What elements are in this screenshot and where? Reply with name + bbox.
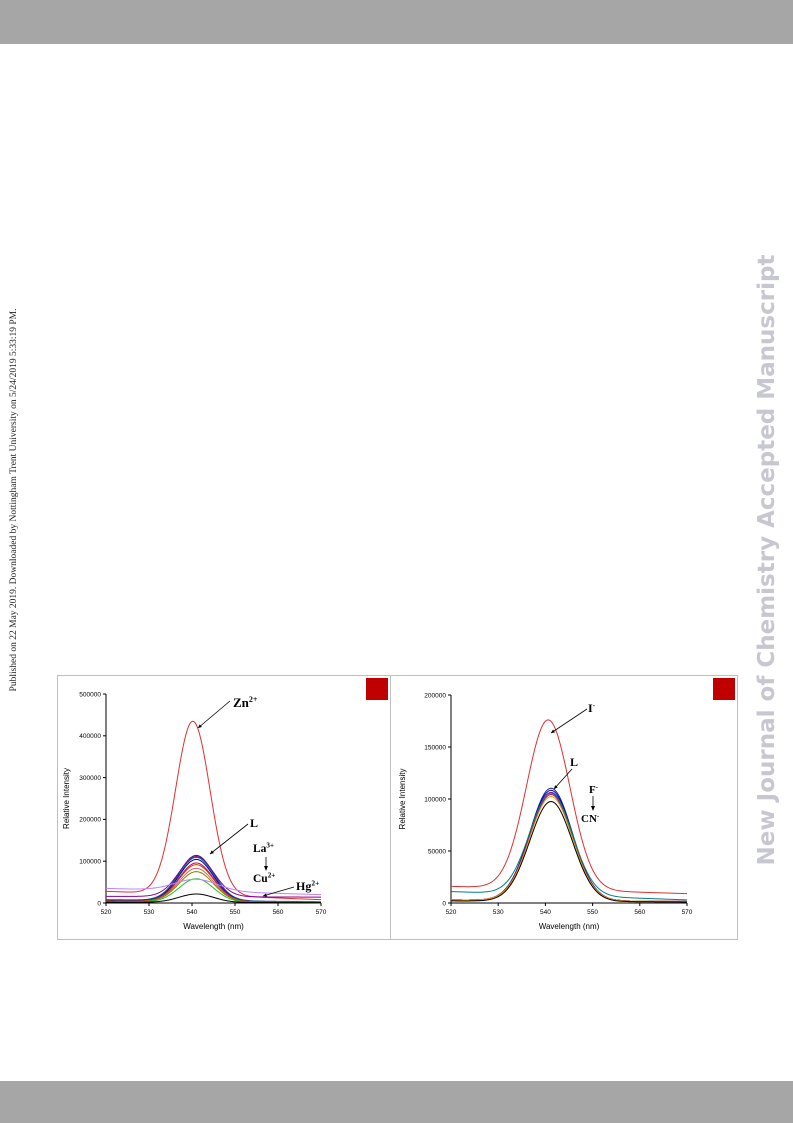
series-line [105, 720, 322, 901]
x-axis-label: Wavelength (nm) [183, 922, 244, 931]
annotation-base: L [250, 816, 258, 830]
x-tick-label: 570 [682, 909, 693, 916]
top-banner [0, 0, 793, 44]
x-tick-label: 570 [316, 909, 327, 916]
annotation-base: L [570, 755, 578, 769]
annotation-label: F- [589, 784, 599, 796]
x-axis-label: Wavelength (nm) [539, 922, 600, 931]
annotation-base: La [253, 843, 267, 855]
annotation-arrow [209, 823, 249, 855]
y-tick-label: 100000 [79, 859, 101, 866]
emission-spectrum-anions: 520 530 540 550 560 570 0 50000 100000 150000 2000… [398, 692, 693, 931]
y-tick-label: 500000 [79, 691, 101, 698]
annotation-base: Hg [296, 879, 311, 893]
x-tick-label: 530 [144, 909, 155, 916]
y-tick-label: 50000 [428, 848, 446, 855]
chart-panel-metal-ions: 520 530 540 550 560 570 0 100000 200000 300000 400… [58, 676, 390, 939]
y-tick-label: 200000 [424, 692, 446, 699]
y-tick-label: 150000 [424, 744, 446, 751]
series-line [450, 796, 688, 902]
y-axis-label: Relative Intensity [62, 768, 71, 829]
annotation-label: Hg2+ [296, 878, 319, 893]
annotation-superscript: 3+ [266, 842, 274, 850]
x-tick-label: 520 [446, 909, 457, 916]
y-tick-label: 300000 [79, 775, 101, 782]
annotation-label: Zn2+ [233, 695, 258, 710]
annotation-base: CN [581, 813, 597, 825]
annotation-label: L [570, 755, 578, 769]
annotation-label: La3+ [253, 842, 274, 855]
arrow-head [554, 785, 558, 789]
x-tick-label: 550 [587, 909, 598, 916]
corner-mark [366, 678, 388, 700]
annotation-arrow [550, 708, 588, 734]
x-tick-label: 520 [101, 909, 112, 916]
annotation-base: Cu [253, 873, 268, 885]
annotation-superscript: 2+ [249, 695, 258, 704]
annotation-base: Zn [233, 695, 250, 710]
x-tick-label: 560 [634, 909, 645, 916]
arrow-head [198, 724, 202, 728]
figure: 520 530 540 550 560 570 0 100000 200000 300000 400… [57, 675, 738, 940]
annotation-superscript: 2+ [268, 872, 276, 880]
annotation-arrow [553, 768, 573, 790]
x-tick-label: 560 [273, 909, 284, 916]
emission-spectrum-metal-ions: 520 530 540 550 560 570 0 100000 200000 300000 400… [62, 691, 327, 931]
arrow-head [551, 729, 555, 733]
y-tick-label: 0 [442, 900, 446, 907]
y-tick-label: 0 [97, 900, 101, 907]
y-axis-label: Relative Intensity [398, 769, 407, 830]
annotation-arrow [197, 700, 231, 729]
x-tick-label: 540 [540, 909, 551, 916]
corner-mark [713, 678, 735, 700]
series-line [450, 719, 688, 895]
x-tick-label: 550 [230, 909, 241, 916]
annotation-base: F [589, 784, 596, 796]
y-tick-label: 100000 [424, 796, 446, 803]
chart-panel-anions: 520 530 540 550 560 570 0 50000 100000 150000 2000… [390, 676, 738, 939]
series-line [450, 793, 688, 902]
annotation-label: Cu2+ [253, 872, 275, 885]
annotation-arrow [262, 886, 295, 897]
x-tick-label: 540 [187, 909, 198, 916]
bottom-banner [0, 1081, 793, 1123]
publication-note-text: Published on 22 May 2019. Downloaded by … [9, 308, 19, 692]
series-line [451, 801, 688, 903]
annotation-superscript: - [593, 700, 596, 709]
annotation-label: I- [588, 700, 596, 715]
arrow-head [263, 893, 267, 897]
series-line [105, 878, 322, 896]
annotation-label: L [250, 816, 258, 830]
annotation-base: I [588, 701, 593, 715]
x-tick-label: 530 [493, 909, 504, 916]
arrow-head [264, 866, 268, 871]
annotation-superscript: 2+ [311, 878, 319, 887]
annotation-superscript: - [596, 784, 599, 791]
series-line [450, 791, 688, 902]
y-tick-label: 400000 [79, 733, 101, 740]
y-tick-label: 200000 [79, 817, 101, 824]
arrow-head [210, 850, 214, 854]
series-line [105, 893, 322, 904]
series-line [105, 856, 322, 898]
annotation-superscript: - [597, 813, 600, 820]
arrow-head [591, 806, 595, 811]
series-line [450, 792, 688, 901]
annotation-label: CN- [581, 813, 600, 825]
series-line [105, 858, 321, 903]
journal-watermark-text: New Journal of Chemistry Accepted Manusc… [754, 254, 780, 866]
